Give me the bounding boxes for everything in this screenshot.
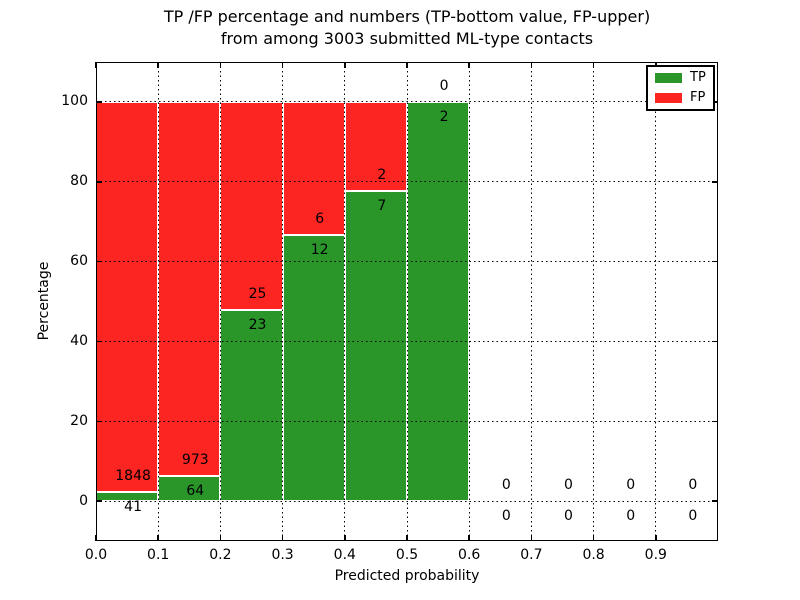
x-axis-label: Predicted probability <box>334 568 480 584</box>
v-gridline <box>157 62 159 541</box>
fp-count-label: 0 <box>439 77 449 94</box>
y-tick-label: 60 <box>70 253 88 270</box>
y-tick-right <box>712 340 718 343</box>
y-tick-right <box>712 101 718 103</box>
legend-entry-fp: FP <box>655 90 706 105</box>
tp-count-label: 0 <box>564 508 573 525</box>
tp-count-label: 2 <box>439 108 449 125</box>
x-tick <box>95 535 97 541</box>
tp-count-label: 0 <box>626 508 636 525</box>
x-tick-label: 0.6 <box>458 547 481 563</box>
x-tick-label: 0.1 <box>147 547 170 563</box>
bar-segment-fp <box>282 101 345 235</box>
chart-title-line1: TP /FP percentage and numbers (TP-bottom… <box>163 7 651 26</box>
x-tick-top <box>219 62 222 68</box>
x-tick <box>157 535 159 541</box>
bar-segment-fp <box>344 101 407 191</box>
x-tick <box>344 535 346 541</box>
v-gridline <box>593 62 595 541</box>
x-tick-label: 0.5 <box>395 547 419 563</box>
legend: TP FP <box>646 65 715 111</box>
x-tick <box>530 535 533 541</box>
fp-count-label: 25 <box>248 285 267 302</box>
tp-count-label: 7 <box>377 197 387 214</box>
v-gridline <box>530 62 532 541</box>
fp-count-label: 0 <box>564 477 573 494</box>
v-gridline <box>344 62 346 541</box>
v-gridline <box>468 62 470 541</box>
x-tick-top <box>95 62 97 68</box>
tp-count-label: 0 <box>688 508 698 525</box>
bar-segment-fp <box>158 101 221 477</box>
x-tick-label: 0.8 <box>582 547 605 563</box>
fp-count-label: 973 <box>181 452 209 469</box>
x-tick-label: 0.4 <box>333 547 356 563</box>
x-tick-label: 0.3 <box>271 547 294 563</box>
x-tick-top <box>344 62 346 68</box>
legend-entry-tp: TP <box>655 70 706 85</box>
v-gridline <box>282 62 284 541</box>
fp-legend-swatch-icon <box>655 93 682 103</box>
bar-segment-tp <box>282 234 345 502</box>
fp-count-label: 0 <box>501 477 511 494</box>
v-gridline <box>406 62 408 541</box>
fp-count-label: 1848 <box>115 468 151 485</box>
y-tick-right <box>712 181 718 183</box>
y-tick <box>96 340 102 343</box>
x-tick <box>281 535 284 541</box>
y-tick-right <box>712 500 718 502</box>
x-tick-label: 0.2 <box>209 547 232 563</box>
v-gridline <box>219 62 221 541</box>
y-tick-label: 40 <box>70 332 88 349</box>
tp-legend-label: TP <box>690 70 706 85</box>
x-tick-top <box>592 62 595 68</box>
bar-segment-tp <box>220 309 283 502</box>
chart-title-line2: from among 3003 submitted ML-type contac… <box>220 29 594 48</box>
v-gridline <box>655 62 657 541</box>
fp-count-label: 0 <box>688 477 698 494</box>
tp-count-label: 12 <box>310 241 329 258</box>
fp-count-label: 2 <box>377 166 387 183</box>
bar-segment-tp <box>158 476 221 502</box>
x-tick <box>219 535 222 541</box>
x-tick-label: 0.9 <box>644 547 667 563</box>
bar-segment-tp <box>407 101 470 502</box>
x-tick <box>655 535 657 541</box>
fp-count-label: 6 <box>315 210 325 227</box>
y-tick <box>96 420 102 422</box>
y-axis-label: Percentage <box>36 261 52 341</box>
bar-segment-fp <box>220 101 283 310</box>
x-tick <box>468 535 470 541</box>
y-tick-right <box>712 420 718 422</box>
tp-count-label: 64 <box>186 483 205 500</box>
y-tick-right <box>712 260 718 263</box>
bar-segment-fp <box>96 101 159 493</box>
tp-count-label: 41 <box>124 499 142 516</box>
fp-legend-label: FP <box>690 90 706 105</box>
x-tick-top <box>468 62 470 68</box>
x-tick-top <box>157 62 159 68</box>
y-tick-label: 20 <box>70 412 88 429</box>
tp-count-label: 0 <box>501 508 511 525</box>
x-tick-top <box>530 62 533 68</box>
x-tick-top <box>406 62 408 68</box>
x-tick <box>406 535 408 541</box>
y-tick-label: 80 <box>70 173 88 190</box>
bar-segment-tp <box>344 190 407 502</box>
tp-legend-swatch-icon <box>655 73 682 83</box>
fp-count-label: 0 <box>626 477 636 494</box>
y-tick-label: 0 <box>79 492 88 509</box>
x-tick-label: 0.0 <box>84 547 108 563</box>
y-tick <box>96 500 102 502</box>
x-tick <box>592 535 595 541</box>
x-tick-top <box>281 62 284 68</box>
x-tick-label: 0.7 <box>520 547 543 563</box>
chart-title: TP /FP percentage and numbers (TP-bottom… <box>96 6 718 50</box>
tp-count-label: 23 <box>248 316 267 333</box>
y-tick <box>96 101 102 103</box>
y-tick <box>96 181 102 183</box>
y-tick-label: 100 <box>61 93 88 110</box>
y-tick <box>96 260 102 263</box>
